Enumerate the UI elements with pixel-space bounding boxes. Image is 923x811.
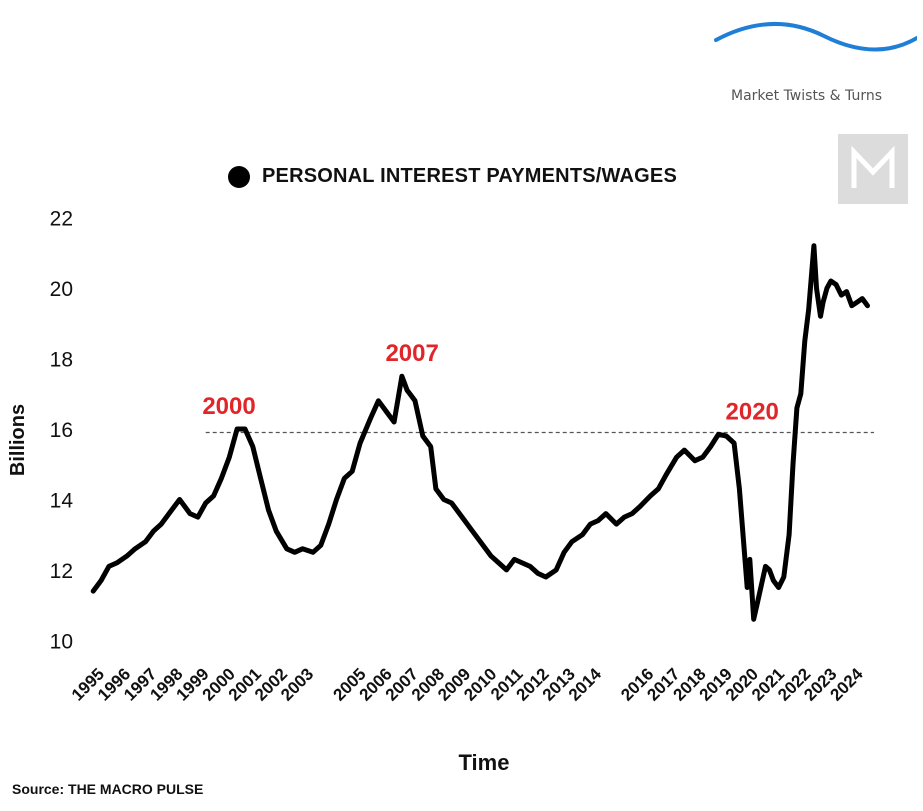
m-monogram-icon — [838, 134, 908, 204]
annotation-label: 2000 — [202, 393, 255, 420]
annotation-label: 2020 — [726, 398, 779, 425]
y-tick-label: 12 — [50, 560, 73, 583]
annotation-label: 2007 — [385, 340, 438, 367]
brand-name: Market Twists & Turns — [731, 88, 883, 104]
y-tick-label: 16 — [50, 419, 73, 442]
legend-marker — [228, 165, 250, 188]
series-line — [90, 243, 870, 622]
y-tick-label: 14 — [50, 489, 74, 512]
legend-label: PERSONAL INTEREST PAYMENTS/WAGES — [262, 165, 677, 187]
y-tick-label: 22 — [50, 208, 73, 231]
y-tick-label: 20 — [50, 278, 73, 301]
y-tick-label: 10 — [50, 630, 73, 653]
y-axis: 10 12 14 16 18 20 22 — [50, 208, 74, 654]
annotations: 2000 2007 2020 — [202, 340, 779, 425]
y-axis-label: Billions — [7, 404, 29, 476]
x-axis-label: Time — [459, 750, 510, 775]
source-note: Source: THE MACRO PULSE — [12, 781, 204, 797]
wave-logo-icon — [714, 21, 917, 52]
brand-header: Market Twists & Turns — [712, 18, 917, 108]
chart-legend: PERSONAL INTEREST PAYMENTS/WAGES — [228, 165, 677, 188]
y-tick-label: 18 — [50, 349, 73, 372]
